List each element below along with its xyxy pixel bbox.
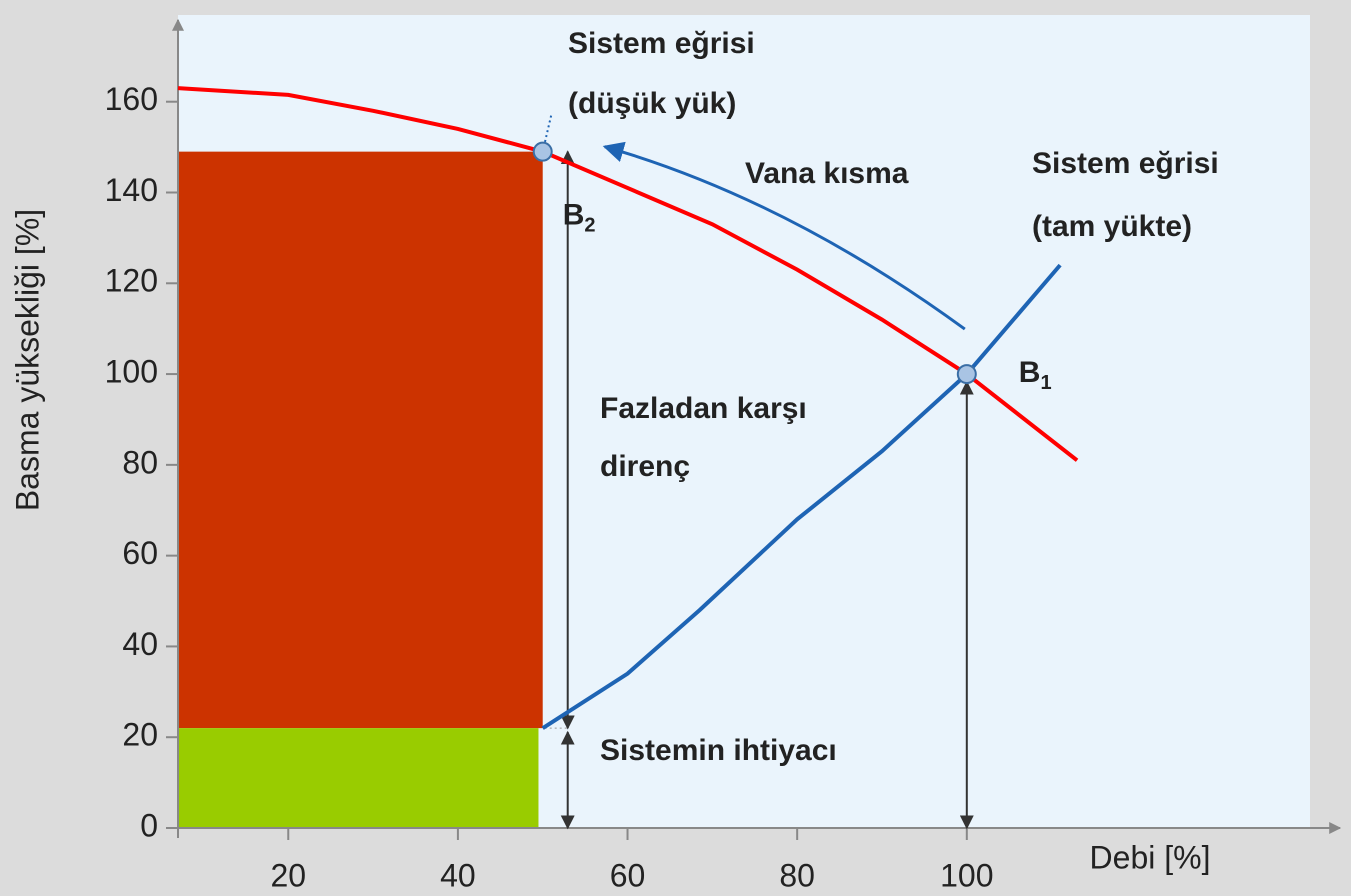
annotation: direnç bbox=[600, 450, 690, 483]
point-label: B2 bbox=[563, 199, 596, 237]
annotation: Vana kısma bbox=[745, 157, 909, 190]
operating-point bbox=[956, 364, 977, 385]
curve bbox=[177, 86, 1079, 462]
point-label-main: B bbox=[563, 199, 585, 232]
x-tick-label: 20 bbox=[270, 857, 306, 893]
x-tick-label: 100 bbox=[940, 857, 993, 893]
annotation: (düşük yük) bbox=[568, 87, 736, 120]
point-label-sub: 2 bbox=[584, 215, 595, 237]
y-tick-label: 160 bbox=[105, 81, 158, 117]
y-tick-label: 0 bbox=[140, 807, 158, 843]
y-tick-label: 140 bbox=[105, 172, 158, 208]
region bbox=[178, 151, 543, 729]
annotation: Sistem eğrisi bbox=[1032, 147, 1219, 180]
annotation: Sistemin ihtiyacı bbox=[600, 734, 837, 767]
x-tick-label: 80 bbox=[779, 857, 815, 893]
y-axis-label: Basma yüksekliği [%] bbox=[9, 209, 45, 511]
y-tick-label: 60 bbox=[122, 535, 158, 571]
point-label-main: B bbox=[1019, 356, 1041, 389]
y-tick-label: 80 bbox=[122, 444, 158, 480]
x-axis-label: Debi [%] bbox=[1090, 839, 1211, 875]
operating-point bbox=[532, 141, 553, 162]
point-label: B1 bbox=[1019, 356, 1052, 394]
x-tick-label: 60 bbox=[610, 857, 646, 893]
y-tick-label: 20 bbox=[122, 717, 158, 753]
throttle-arrow bbox=[602, 141, 966, 331]
y-tick-label: 40 bbox=[122, 626, 158, 662]
annotation: (tam yükte) bbox=[1032, 210, 1192, 243]
y-tick-label: 100 bbox=[105, 354, 158, 390]
annotation: Sistem eğrisi bbox=[568, 27, 755, 60]
annotation: Fazladan karşı bbox=[600, 392, 807, 425]
point-label-sub: 1 bbox=[1040, 372, 1051, 394]
x-tick-label: 40 bbox=[440, 857, 476, 893]
y-tick-label: 120 bbox=[105, 263, 158, 299]
region bbox=[178, 728, 539, 828]
